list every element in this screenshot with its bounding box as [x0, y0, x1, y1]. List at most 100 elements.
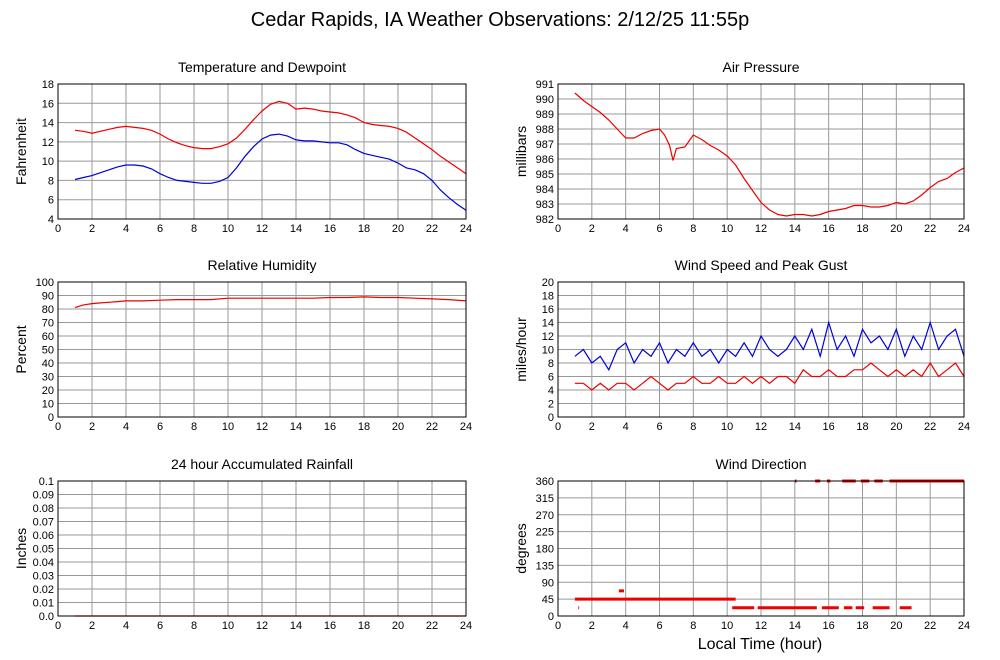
humidity-y-tick-label: 20	[42, 385, 54, 397]
humidity-x-tick-label: 10	[222, 421, 234, 433]
humidity-y-tick-label: 0	[48, 412, 54, 424]
wind-x-tick-label: 24	[958, 421, 970, 433]
temp-series-1-line	[74, 133, 467, 211]
pressure-x-tick-label: 24	[958, 223, 970, 235]
temp-y-tick-label: 12	[42, 137, 54, 149]
temp-x-tick-label: 2	[89, 223, 95, 235]
wind-x-tick-label: 2	[589, 421, 595, 433]
wind-y-axis-label: miles/hour	[513, 317, 529, 382]
wind-x-tick-label: 10	[721, 421, 733, 433]
rain-x-tick-label: 10	[222, 620, 234, 632]
temp-frame	[57, 83, 467, 220]
temp-y-tick-label: 16	[42, 98, 54, 110]
humidity-series-0-line	[74, 296, 467, 309]
direction-x-tick-label: 18	[856, 620, 868, 632]
pressure-x-tick-label: 20	[890, 223, 902, 235]
pressure-x-tick-label: 4	[623, 223, 629, 235]
humidity-title: Relative Humidity	[208, 257, 317, 273]
direction-x-tick-label: 12	[755, 620, 767, 632]
temp-chart: Temperature and Dewpoint Fahrenheit 4 6 8 10 1…	[13, 59, 472, 235]
pressure-x-tick-label: 6	[656, 223, 662, 235]
wind-series-0-line	[574, 320, 965, 372]
page-title: Cedar Rapids, IA Weather Observations: 2…	[250, 9, 750, 31]
humidity-y-tick-label: 40	[42, 358, 54, 370]
rain-x-tick-label: 6	[157, 620, 163, 632]
temp-y-tick-label: 10	[42, 156, 54, 168]
temp-series-0-line	[74, 100, 467, 175]
humidity-y-tick-label: 60	[42, 331, 54, 343]
rain-x-tick-label: 8	[191, 620, 197, 632]
direction-x-tick-label: 6	[656, 620, 662, 632]
direction-title: Wind Direction	[715, 456, 806, 472]
direction-y-tick-label: 225	[536, 527, 554, 539]
rain-y-tick-label: 0.05	[33, 544, 54, 556]
pressure-x-tick-label: 18	[856, 223, 868, 235]
humidity-y-tick-label: 70	[42, 318, 54, 330]
humidity-x-tick-label: 4	[123, 421, 129, 433]
temp-x-tick-label: 10	[222, 223, 234, 235]
direction-y-tick-label: 135	[536, 560, 554, 572]
wind-y-tick-label: 18	[542, 291, 554, 303]
rain-x-tick-label: 16	[324, 620, 336, 632]
wind-y-tick-label: 16	[542, 304, 554, 316]
rain-y-axis-label: Inches	[13, 528, 29, 569]
temp-y-tick-label: 6	[48, 195, 54, 207]
direction-y-tick-label: 270	[536, 510, 554, 522]
temp-y-tick-label: 4	[48, 214, 54, 226]
humidity-x-tick-label: 0	[55, 421, 61, 433]
humidity-x-tick-label: 24	[460, 421, 472, 433]
wind-frame	[557, 281, 965, 418]
rain-x-tick-label: 2	[89, 620, 95, 632]
temp-x-tick-label: 8	[191, 223, 197, 235]
pressure-frame	[557, 83, 965, 220]
temp-x-tick-label: 22	[426, 223, 438, 235]
wind-x-tick-label: 22	[924, 421, 936, 433]
pressure-x-tick-label: 16	[823, 223, 835, 235]
pressure-x-tick-label: 10	[721, 223, 733, 235]
direction-y-axis-label: degrees	[513, 523, 529, 574]
temp-x-tick-label: 18	[358, 223, 370, 235]
humidity-y-tick-label: 50	[42, 345, 54, 357]
pressure-x-tick-label: 8	[690, 223, 696, 235]
direction-x-tick-label: 24	[958, 620, 970, 632]
rain-x-tick-label: 20	[392, 620, 404, 632]
humidity-y-axis-label: Percent	[13, 325, 29, 373]
direction-x-tick-label: 14	[789, 620, 801, 632]
humidity-y-tick-label: 80	[42, 304, 54, 316]
direction-frame	[557, 480, 965, 617]
rain-y-tick-label: 0.03	[33, 571, 54, 583]
wind-x-tick-label: 16	[823, 421, 835, 433]
rain-y-tick-label: 0.04	[33, 557, 54, 569]
rain-y-tick-label: 0.0	[39, 611, 54, 623]
rain-x-tick-label: 14	[290, 620, 302, 632]
direction-x-tick-label: 8	[690, 620, 696, 632]
wind-y-tick-label: 14	[542, 318, 554, 330]
direction-x-tick-label: 20	[890, 620, 902, 632]
temp-x-tick-label: 4	[123, 223, 129, 235]
wind-x-tick-label: 14	[789, 421, 801, 433]
humidity-y-tick-label: 100	[36, 277, 54, 289]
pressure-y-tick-label: 990	[536, 94, 554, 106]
temp-x-tick-label: 6	[157, 223, 163, 235]
wind-y-tick-label: 2	[548, 399, 554, 411]
temp-title: Temperature and Dewpoint	[178, 59, 346, 75]
rain-y-tick-label: 0.1	[39, 476, 54, 488]
pressure-series-0-line	[574, 92, 965, 217]
temp-x-tick-label: 20	[392, 223, 404, 235]
rain-y-tick-label: 0.02	[33, 584, 54, 596]
wind-x-tick-label: 0	[555, 421, 561, 433]
wind-y-tick-label: 8	[548, 358, 554, 370]
pressure-y-tick-label: 991	[536, 79, 554, 91]
wind-x-tick-label: 20	[890, 421, 902, 433]
direction-y-tick-label: 45	[542, 594, 554, 606]
pressure-y-tick-label: 989	[536, 109, 554, 121]
rain-x-tick-label: 12	[256, 620, 268, 632]
pressure-y-tick-label: 986	[536, 154, 554, 166]
humidity-y-tick-label: 30	[42, 372, 54, 384]
rain-y-tick-label: 0.08	[33, 503, 54, 515]
rain-x-tick-label: 24	[460, 620, 472, 632]
pressure-chart: Air Pressure millibars 982 983 984 985 986 987 9…	[513, 59, 970, 235]
humidity-y-tick-label: 90	[42, 291, 54, 303]
temp-y-tick-label: 14	[42, 118, 54, 130]
